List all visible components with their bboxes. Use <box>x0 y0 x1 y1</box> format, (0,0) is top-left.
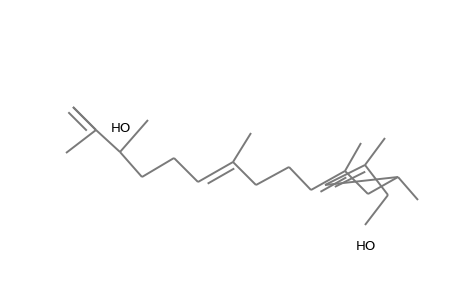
Text: HO: HO <box>111 122 131 134</box>
Text: HO: HO <box>355 239 375 253</box>
